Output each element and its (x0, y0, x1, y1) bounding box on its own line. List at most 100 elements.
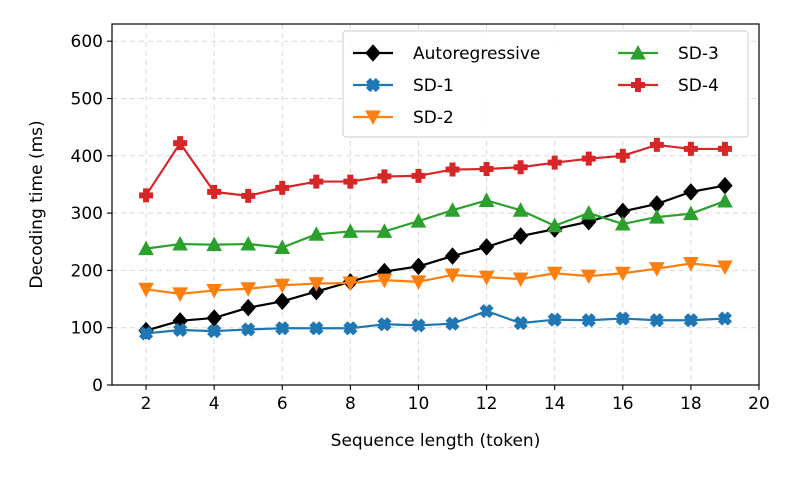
legend-entry-autoregressive: Autoregressive (353, 44, 540, 64)
data-point-sd-2 (614, 266, 631, 282)
data-point-sd-3 (614, 215, 631, 231)
y-tick-label: 400 (71, 147, 103, 167)
data-point-autoregressive (274, 292, 290, 311)
data-point-sd-2 (172, 287, 188, 302)
data-point-sd-4 (411, 168, 426, 183)
legend-entry-sd-2: SD-2 (353, 108, 454, 128)
data-point-sd-4 (309, 174, 324, 189)
data-point-sd-4 (547, 155, 562, 170)
data-point-sd-1 (173, 322, 188, 338)
legend: Autoregressive SD-1 SD-2 SD-3 SD-4 (342, 30, 749, 138)
x-tick-label: 14 (544, 394, 566, 414)
data-point-autoregressive (683, 183, 699, 201)
legend-label-sd-4: SD-4 (678, 76, 719, 96)
data-point-sd-4 (717, 141, 732, 156)
data-point-autoregressive (206, 309, 222, 327)
data-point-sd-3 (649, 209, 665, 224)
data-point-sd-4 (649, 137, 664, 152)
x-tick-label: 16 (612, 394, 634, 414)
plot-frame (111, 23, 760, 386)
data-point-sd-2 (308, 277, 325, 292)
data-point-sd-4 (139, 188, 154, 203)
series-line-sd-1 (145, 309, 726, 335)
data-point-sd-1 (683, 313, 698, 328)
data-point-sd-3 (206, 236, 222, 252)
data-point-sd-1 (615, 311, 630, 326)
data-point-sd-3 (410, 213, 427, 228)
data-point-sd-4 (377, 169, 392, 184)
data-point-sd-2 (649, 262, 665, 277)
data-point-autoregressive (240, 298, 256, 317)
y-tick-label: 300 (71, 204, 103, 224)
data-point-sd-3 (138, 240, 154, 256)
x-tick-label: 2 (141, 394, 152, 414)
x-tick-label: 8 (345, 394, 356, 414)
data-point-sd-3 (342, 223, 359, 238)
data-point-autoregressive (478, 238, 495, 256)
data-point-sd-2 (717, 260, 733, 276)
legend-label-sd-3: SD-3 (678, 44, 719, 64)
legend-entry-sd-4: SD-4 (618, 76, 719, 96)
data-point-sd-1 (411, 318, 426, 333)
series-sd-4 (139, 136, 732, 203)
data-point-sd-3 (240, 235, 257, 251)
legend-marker-sd-2 (365, 110, 381, 126)
data-point-sd-3 (478, 192, 495, 207)
data-point-sd-2 (342, 276, 359, 292)
data-point-sd-4 (581, 151, 596, 166)
x-tick-label: 4 (209, 394, 220, 414)
data-point-sd-2 (376, 273, 393, 289)
y-tick-label: 200 (71, 261, 103, 281)
data-point-sd-3 (512, 202, 529, 217)
y-tick-label: 100 (71, 319, 103, 339)
data-point-sd-1 (445, 316, 460, 331)
data-point-sd-4 (479, 161, 494, 176)
data-point-sd-4 (615, 148, 630, 163)
legend-marker-sd-3 (630, 44, 646, 60)
legend-entry-sd-3: SD-3 (618, 44, 719, 64)
data-point-sd-4 (173, 136, 188, 151)
y-tick-label: 0 (92, 376, 103, 396)
data-point-sd-4 (683, 141, 698, 156)
legend-marker-autoregressive (365, 44, 381, 62)
data-point-sd-4 (275, 180, 290, 195)
series-line-sd-2 (145, 262, 726, 295)
data-point-sd-4 (343, 174, 358, 189)
data-point-sd-2 (478, 270, 495, 286)
x-tick-label: 6 (277, 394, 288, 414)
data-point-sd-1 (241, 322, 256, 337)
data-point-sd-4 (513, 160, 528, 175)
data-point-sd-2 (444, 268, 461, 284)
data-point-sd-2 (138, 282, 154, 298)
data-point-sd-3 (308, 226, 325, 241)
series-sd-1 (138, 304, 733, 341)
data-point-sd-2 (683, 257, 699, 272)
data-point-sd-1 (581, 313, 596, 328)
data-point-sd-2 (240, 282, 257, 297)
x-tick-label: 10 (408, 394, 430, 414)
data-point-sd-2 (410, 275, 427, 290)
data-point-sd-3 (683, 205, 699, 221)
data-point-sd-1 (513, 316, 528, 331)
data-point-sd-4 (241, 188, 256, 203)
data-point-sd-1 (275, 321, 290, 336)
data-point-sd-2 (512, 272, 529, 288)
y-tick-label: 500 (71, 89, 103, 109)
legend-entry-sd-1: SD-1 (353, 76, 454, 96)
data-point-sd-2 (546, 266, 563, 282)
series-sd-2 (138, 257, 733, 302)
data-point-sd-3 (580, 205, 597, 220)
x-tick-label: 20 (748, 394, 770, 414)
legend-label-sd-2: SD-2 (413, 108, 454, 128)
data-point-sd-1 (649, 313, 664, 328)
legend-frame (342, 30, 749, 138)
legend-label-sd-1: SD-1 (413, 76, 454, 96)
data-point-sd-1 (717, 311, 733, 326)
data-point-sd-2 (206, 283, 222, 299)
data-point-sd-1 (479, 304, 494, 319)
data-point-sd-3 (546, 217, 563, 233)
data-point-sd-1 (547, 312, 562, 327)
data-point-sd-1 (309, 321, 324, 336)
